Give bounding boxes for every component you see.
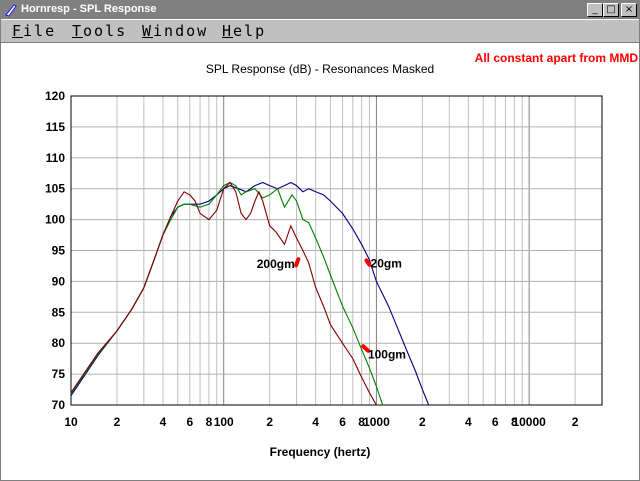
menu-window[interactable]: Window bbox=[142, 22, 209, 40]
x-tick-label: 1000 bbox=[363, 415, 390, 429]
x-tick-label: 8 bbox=[358, 415, 365, 429]
y-tick-label: 70 bbox=[52, 398, 66, 412]
annotation-label: 100gm bbox=[368, 347, 406, 361]
annotation-label: 200gm bbox=[257, 257, 295, 271]
y-tick-label: 85 bbox=[52, 305, 66, 319]
title-bar[interactable]: Hornresp - SPL Response _ □ × bbox=[1, 1, 639, 19]
x-tick-label: 4 bbox=[160, 415, 167, 429]
x-tick-label: 10 bbox=[64, 415, 78, 429]
annotation-marker bbox=[364, 258, 372, 267]
series-line-100gm bbox=[70, 181, 384, 406]
x-tick-label: 10000 bbox=[512, 415, 546, 429]
y-tick-label: 105 bbox=[45, 182, 65, 196]
maximize-icon: □ bbox=[606, 4, 616, 15]
y-tick-label: 95 bbox=[52, 244, 66, 258]
y-tick-label: 115 bbox=[46, 120, 66, 134]
maximize-button[interactable]: □ bbox=[603, 3, 619, 17]
x-tick-label: 2 bbox=[266, 415, 273, 429]
menu-tools[interactable]: Tools bbox=[72, 22, 128, 40]
x-tick-label: 4 bbox=[312, 415, 319, 429]
annotation-label: 20gm bbox=[371, 256, 402, 270]
y-tick-label: 100 bbox=[45, 213, 65, 227]
menu-file[interactable]: File bbox=[12, 22, 57, 40]
x-tick-label: 2 bbox=[572, 415, 579, 429]
y-tick-label: 75 bbox=[52, 367, 66, 381]
chart-area bbox=[1, 43, 639, 480]
close-button[interactable]: × bbox=[621, 3, 637, 17]
x-axis-label: Frequency (hertz) bbox=[269, 445, 371, 459]
x-tick-label: 6 bbox=[339, 415, 346, 429]
x-tick-label: 8 bbox=[511, 415, 518, 429]
series-line-20gm bbox=[70, 181, 430, 406]
annotation-marker bbox=[294, 257, 301, 268]
series-line-200gm bbox=[70, 181, 377, 406]
x-tick-label: 2 bbox=[419, 415, 426, 429]
minimize-icon: _ bbox=[592, 4, 598, 15]
y-tick-label: 110 bbox=[46, 151, 66, 165]
y-tick-label: 90 bbox=[52, 274, 66, 288]
x-tick-label: 4 bbox=[465, 415, 472, 429]
x-tick-label: 2 bbox=[114, 415, 121, 429]
hornresp-app-icon bbox=[5, 4, 17, 17]
x-tick-label: 100 bbox=[214, 415, 234, 429]
x-tick-label: 8 bbox=[206, 415, 213, 429]
menu-help[interactable]: Help bbox=[222, 22, 267, 40]
y-tick-label: 120 bbox=[45, 89, 65, 103]
x-tick-label: 6 bbox=[492, 415, 499, 429]
x-tick-label: 6 bbox=[186, 415, 193, 429]
chart-title: SPL Response (dB) - Resonances Masked bbox=[205, 62, 435, 76]
y-tick-label: 80 bbox=[52, 336, 66, 350]
close-icon: × bbox=[624, 4, 634, 15]
plot-frame bbox=[70, 95, 603, 406]
annotation-note: All constant apart from MMD bbox=[474, 51, 638, 65]
menu-bar: File Tools Window Help bbox=[1, 20, 639, 43]
window-title: Hornresp - SPL Response bbox=[21, 3, 157, 15]
annotation-marker bbox=[361, 344, 370, 353]
minimize-button[interactable]: _ bbox=[587, 3, 603, 17]
